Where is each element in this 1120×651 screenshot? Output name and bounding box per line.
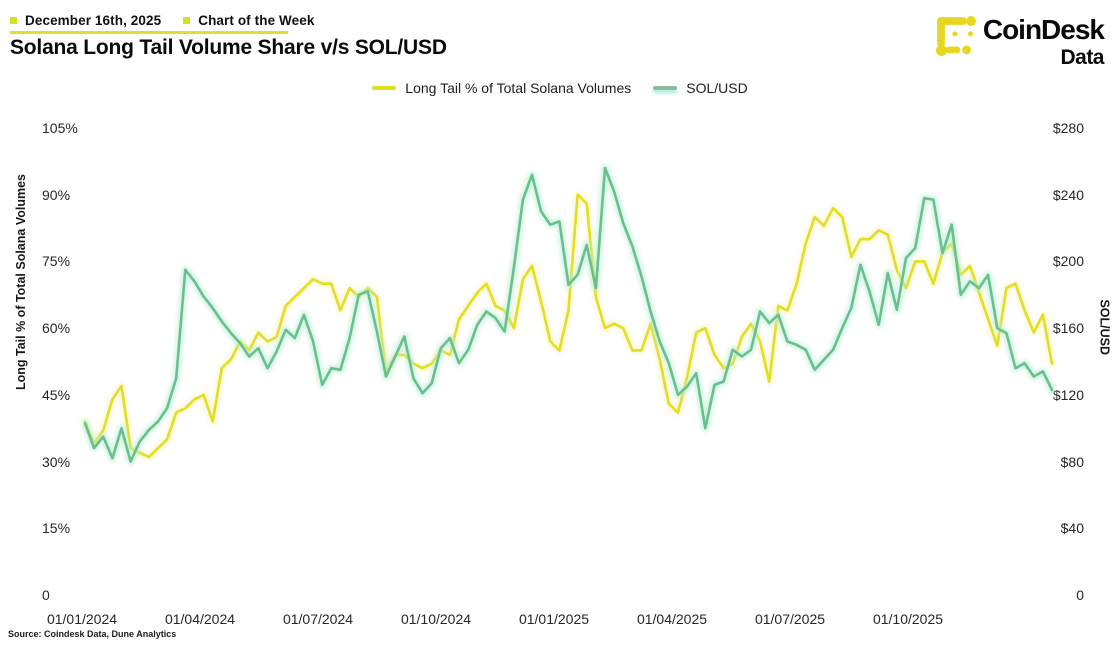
topic-label: Chart of the Week [198, 13, 315, 28]
y-left-tick-label: 105% [42, 120, 78, 136]
coindesk-mark-icon [935, 16, 976, 56]
legend-item-solusd: SOL/USD [653, 80, 748, 96]
legend-label-longtail: Long Tail % of Total Solana Volumes [405, 80, 632, 96]
y-right-tick-label: $120 [1052, 386, 1084, 403]
legend-swatch-solusd-icon [653, 85, 678, 91]
bullet-icon [10, 17, 17, 24]
x-axis-tick-label: 01/04/2024 [164, 611, 236, 627]
chart-legend: Long Tail % of Total Solana Volumes SOL/… [0, 80, 1120, 96]
y-right-tick-label: $80 [1060, 453, 1084, 470]
y-left-tick-label: 60% [42, 320, 71, 337]
legend-label-solusd: SOL/USD [686, 80, 748, 96]
x-axis-tick-label: 01/04/2025 [636, 611, 708, 627]
solusd-line [83, 166, 1054, 463]
y-left-tick-label: 15% [42, 520, 71, 537]
page-title: Solana Long Tail Volume Share v/s SOL/US… [10, 36, 447, 59]
x-axis-tick-label: 01/07/2024 [282, 611, 354, 627]
y-right-tick-label: $240 [1052, 186, 1084, 203]
date-label: December 16th, 2025 [25, 13, 162, 28]
source-note: Source: Coindesk Data, Dune Analytics [8, 629, 177, 639]
y-right-tick-label: $200 [1052, 253, 1084, 270]
y-right-tick-label: 0 [1076, 587, 1084, 603]
x-axis-tick-label: 01/10/2024 [400, 611, 472, 627]
y-right-tick-label: $40 [1060, 520, 1084, 537]
y-left-tick-label: 0 [42, 587, 50, 603]
y-right-tick-label: $280 [1052, 120, 1084, 136]
x-axis-tick-label: 01/07/2025 [754, 611, 826, 627]
brand-text: CoinDesk Data [982, 14, 1105, 69]
x-axis-tick-label: 01/10/2025 [872, 611, 944, 627]
y-left-tick-label: 90% [42, 186, 71, 203]
brand-sub: Data [1060, 46, 1104, 69]
y-right-tick-label: $160 [1052, 320, 1084, 337]
legend-swatch-longtail-icon [372, 85, 397, 91]
y-left-tick-label: 45% [42, 386, 71, 403]
y-left-tick-label: 30% [42, 453, 71, 470]
x-axis-tick-label: 01/01/2025 [518, 611, 590, 627]
legend-item-longtail: Long Tail % of Total Solana Volumes [372, 80, 631, 96]
y-left-tick-label: 75% [42, 253, 71, 270]
x-axis-tick-label: 01/01/2024 [46, 611, 118, 627]
brand-name: CoinDesk [982, 14, 1105, 45]
bullet-icon [183, 17, 191, 24]
coindesk-logo: CoinDesk Data [935, 14, 1105, 69]
kicker-underline [10, 31, 288, 34]
kicker-row: December 16th, 2025 Chart of the Week [10, 13, 314, 28]
